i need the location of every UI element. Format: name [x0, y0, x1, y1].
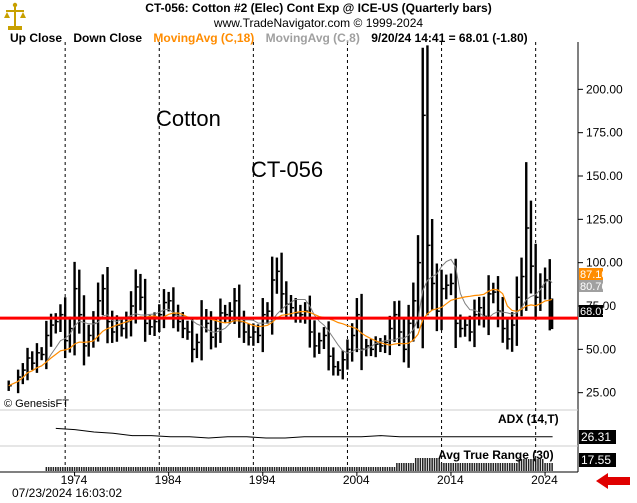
value-tag-box — [579, 280, 603, 292]
price-tick-label: 200.00 — [586, 82, 623, 96]
year-tick-label: 1994 — [249, 473, 276, 487]
chart-title: CT-056: Cotton #2 (Elec) Cont Exp @ ICE-… — [145, 1, 492, 15]
price-tick-label: 50.00 — [586, 342, 616, 356]
atr-tag-box — [579, 453, 616, 467]
adx-tag-label: 26.31 — [581, 430, 611, 444]
commodity-label: Cotton — [156, 106, 221, 131]
legend-last-price: 9/20/24 14:41 = 68.01 (-1.80) — [371, 31, 528, 45]
ma18-line — [8, 288, 553, 387]
adx-label: ADX (14,T) — [498, 412, 559, 426]
value-tag-box — [579, 305, 603, 317]
symbol-label: CT-056 — [251, 157, 324, 182]
timestamp-label: 07/23/2024 16:03:02 — [12, 486, 123, 500]
adx-tag-box — [579, 430, 616, 444]
website-credit: www.TradeNavigator.com © 1999-2024 — [213, 16, 424, 30]
atr-label: Avg True Range (30) — [438, 448, 554, 462]
year-tick-label: 2004 — [343, 473, 370, 487]
value-tag-box — [579, 268, 603, 280]
year-tick-label: 1974 — [61, 473, 88, 487]
price-tick-label: 150.00 — [586, 169, 623, 183]
value-tag-label: 68.01 — [580, 306, 608, 318]
ma8-line — [8, 258, 553, 387]
atr-tag-label: 17.55 — [581, 453, 611, 467]
copyright-label: © GenesisFT — [4, 398, 69, 410]
legend-down-close: Down Close — [73, 31, 143, 45]
price-tick-label: 100.00 — [586, 256, 623, 270]
price-tick-label: 175.00 — [586, 126, 623, 140]
value-tag-label: 80.76 — [580, 281, 608, 293]
trade-navigator-logo — [2, 2, 28, 32]
price-tick-label: 125.00 — [586, 212, 623, 226]
adx-line — [55, 427, 553, 439]
value-tag-label: 87.10 — [580, 269, 608, 281]
year-tick-label: 2014 — [437, 473, 464, 487]
legend: Up Close Down Close MovingAvg (C,18) Mov… — [10, 31, 536, 45]
price-tick-label: 25.00 — [586, 386, 616, 400]
legend-ma18: MovingAvg (C,18) — [153, 31, 255, 45]
scroll-left-arrow-icon[interactable] — [594, 471, 632, 491]
year-tick-label: 1984 — [155, 473, 182, 487]
legend-up-close: Up Close — [10, 31, 63, 45]
year-tick-label: 2024 — [531, 473, 558, 487]
legend-ma8: MovingAvg (C,8) — [265, 31, 360, 45]
